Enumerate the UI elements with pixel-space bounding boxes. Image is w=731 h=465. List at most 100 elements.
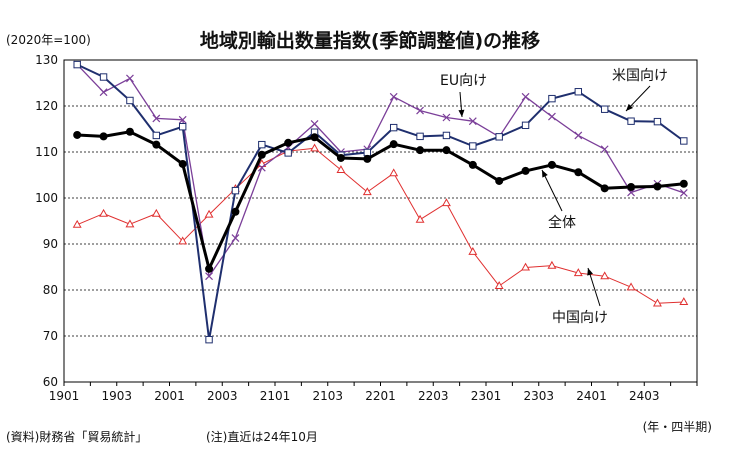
data-point bbox=[653, 182, 662, 191]
data-point bbox=[99, 132, 108, 141]
y-unit-label: (2020年=100) bbox=[6, 33, 91, 47]
data-point bbox=[521, 121, 530, 130]
data-point bbox=[680, 137, 688, 145]
footnote: (注)直近は24年10月 bbox=[206, 429, 318, 444]
data-point bbox=[441, 198, 451, 207]
data-point bbox=[178, 123, 187, 131]
x-tick-label: 1903 bbox=[101, 389, 132, 403]
data-point bbox=[310, 120, 319, 128]
data-point bbox=[442, 131, 451, 140]
data-point bbox=[362, 187, 372, 196]
data-point bbox=[415, 214, 425, 223]
data-point bbox=[627, 117, 635, 125]
x-tick-label: 2003 bbox=[207, 389, 238, 403]
data-point bbox=[652, 298, 662, 307]
data-point bbox=[336, 153, 345, 162]
data-point bbox=[125, 127, 134, 136]
label-arrow-head bbox=[587, 268, 593, 276]
data-point bbox=[205, 264, 214, 273]
data-point bbox=[257, 159, 267, 168]
data-point bbox=[99, 73, 108, 81]
x-tick-label: 2201 bbox=[365, 389, 396, 403]
data-point bbox=[310, 143, 320, 152]
x-axis-label: (年・四半期) bbox=[643, 420, 712, 434]
data-point bbox=[231, 207, 240, 216]
data-point bbox=[679, 189, 688, 197]
data-point bbox=[679, 179, 688, 188]
y-tick-label: 70 bbox=[43, 329, 58, 343]
data-point bbox=[284, 149, 292, 157]
data-point bbox=[389, 92, 398, 101]
label-arrow-head bbox=[458, 109, 465, 117]
data-point bbox=[548, 94, 556, 103]
series-2 bbox=[73, 127, 688, 273]
data-point bbox=[178, 159, 187, 168]
data-point bbox=[257, 150, 266, 159]
data-point bbox=[205, 272, 213, 281]
x-tick-label: 2401 bbox=[576, 389, 607, 403]
data-point bbox=[600, 271, 610, 280]
x-tick-label: 2301 bbox=[471, 389, 502, 403]
series-line bbox=[77, 147, 684, 304]
y-tick-label: 100 bbox=[35, 191, 58, 205]
series-line bbox=[77, 130, 684, 271]
data-point bbox=[416, 132, 424, 141]
data-point bbox=[152, 140, 161, 149]
data-point bbox=[126, 74, 134, 83]
x-tick-label: 2103 bbox=[312, 389, 343, 403]
data-point bbox=[152, 114, 161, 123]
series-label: 米国向け bbox=[612, 68, 668, 84]
data-point bbox=[495, 176, 504, 185]
data-point bbox=[125, 219, 135, 228]
data-point bbox=[336, 165, 346, 174]
data-point bbox=[600, 145, 609, 154]
data-point bbox=[205, 335, 213, 344]
data-point bbox=[231, 234, 240, 242]
data-point bbox=[468, 160, 477, 169]
data-point bbox=[600, 184, 609, 193]
data-point bbox=[310, 133, 319, 142]
data-point bbox=[389, 140, 398, 149]
x-tick-label: 2303 bbox=[523, 389, 554, 403]
data-point bbox=[73, 60, 81, 69]
series-3 bbox=[72, 143, 689, 307]
data-point bbox=[178, 115, 187, 124]
data-point bbox=[574, 88, 583, 96]
data-point bbox=[495, 133, 503, 141]
data-point bbox=[521, 166, 530, 175]
y-tick-label: 60 bbox=[43, 375, 58, 389]
data-point bbox=[627, 182, 636, 191]
y-tick-label: 130 bbox=[35, 53, 58, 67]
data-point bbox=[284, 138, 293, 147]
data-point bbox=[72, 219, 82, 228]
y-axis-ticks: 60 70 80 90 100 110 120 130 bbox=[35, 53, 58, 389]
data-point bbox=[521, 262, 531, 271]
x-tick-label: 2001 bbox=[154, 389, 185, 403]
data-point bbox=[626, 282, 636, 291]
data-point bbox=[679, 297, 689, 306]
data-point bbox=[257, 163, 266, 172]
x-tick-label: 2203 bbox=[418, 389, 449, 403]
data-point bbox=[126, 96, 134, 105]
x-tick-label: 1901 bbox=[49, 389, 80, 403]
series-line bbox=[76, 63, 685, 341]
series-label: 全体 bbox=[548, 214, 576, 231]
label-arrow-line bbox=[541, 169, 563, 212]
data-point bbox=[653, 117, 662, 126]
data-point bbox=[547, 160, 556, 169]
label-arrow-head bbox=[626, 103, 634, 111]
series-1 bbox=[73, 60, 688, 281]
data-point bbox=[548, 112, 556, 121]
data-point bbox=[494, 281, 504, 289]
data-point bbox=[152, 131, 161, 140]
data-point bbox=[99, 88, 108, 97]
x-axis-ticks: 1901 1903 2001 2003 2101 2103 2201 2203 2301 2303… bbox=[49, 382, 698, 403]
series-layer bbox=[72, 60, 689, 344]
data-point bbox=[151, 208, 161, 217]
data-point bbox=[574, 131, 583, 140]
series-0 bbox=[73, 60, 688, 344]
data-point bbox=[389, 123, 398, 132]
data-point bbox=[416, 146, 425, 155]
